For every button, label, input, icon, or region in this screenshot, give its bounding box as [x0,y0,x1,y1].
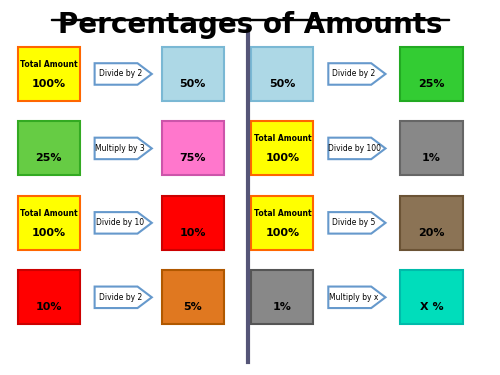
Text: Multiply by x: Multiply by x [330,293,378,302]
Text: 10%: 10% [36,302,62,312]
Text: Total Amount: Total Amount [254,209,311,218]
Text: Total Amount: Total Amount [20,60,78,69]
Polygon shape [328,286,386,308]
FancyBboxPatch shape [400,122,462,176]
Text: 25%: 25% [36,153,62,163]
FancyBboxPatch shape [18,196,80,250]
Polygon shape [94,212,152,234]
Polygon shape [94,286,152,308]
Text: 100%: 100% [32,228,66,238]
Text: 50%: 50% [180,79,206,88]
FancyBboxPatch shape [251,196,314,250]
FancyBboxPatch shape [251,122,314,176]
FancyBboxPatch shape [400,196,462,250]
Text: 75%: 75% [180,153,206,163]
Text: Divide by 100: Divide by 100 [328,144,380,153]
Text: Total Amount: Total Amount [20,209,78,218]
Text: 50%: 50% [269,79,295,88]
Text: 20%: 20% [418,228,444,238]
FancyBboxPatch shape [162,47,224,101]
Text: 100%: 100% [32,79,66,88]
Text: 10%: 10% [180,228,206,238]
FancyBboxPatch shape [251,270,314,324]
Text: Divide by 5: Divide by 5 [332,218,376,227]
Text: 100%: 100% [266,228,300,238]
Text: 1%: 1% [422,153,441,163]
FancyBboxPatch shape [18,122,80,176]
FancyBboxPatch shape [400,270,462,324]
Polygon shape [328,212,386,234]
Text: Divide by 2: Divide by 2 [98,293,142,302]
Polygon shape [94,138,152,159]
Text: 1%: 1% [273,302,292,312]
Polygon shape [328,138,386,159]
FancyBboxPatch shape [18,47,80,101]
Text: X %: X % [420,302,444,312]
FancyBboxPatch shape [18,270,80,324]
FancyBboxPatch shape [162,196,224,250]
Text: 5%: 5% [184,302,202,312]
Text: 100%: 100% [266,153,300,163]
FancyArrow shape [51,19,449,20]
Text: Total Amount: Total Amount [254,134,311,143]
Polygon shape [94,63,152,85]
FancyBboxPatch shape [251,47,314,101]
Polygon shape [328,63,386,85]
FancyBboxPatch shape [400,47,462,101]
Text: Multiply by 3: Multiply by 3 [96,144,145,153]
Text: Divide by 2: Divide by 2 [332,69,376,78]
FancyBboxPatch shape [162,270,224,324]
Text: Divide by 10: Divide by 10 [96,218,144,227]
Text: 25%: 25% [418,79,444,88]
FancyBboxPatch shape [162,122,224,176]
Text: Divide by 2: Divide by 2 [98,69,142,78]
Text: Percentages of Amounts: Percentages of Amounts [58,11,442,39]
